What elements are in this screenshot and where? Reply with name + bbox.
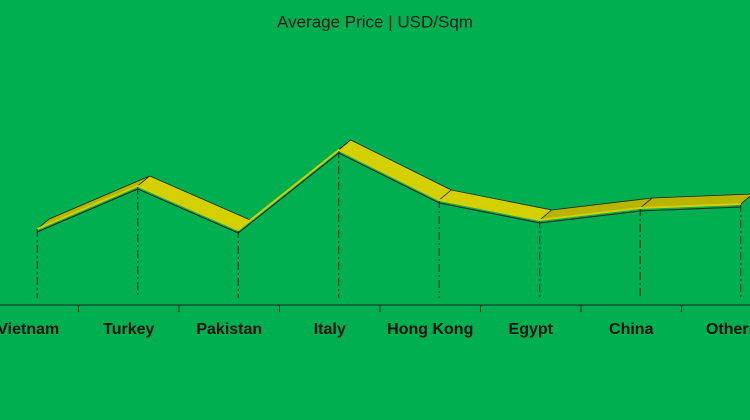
ribbon-edge <box>37 152 741 234</box>
line <box>36 148 741 232</box>
x-tick-label: Vietnam <box>0 321 59 338</box>
chart-title: Average Price | USD/Sqm <box>277 12 473 31</box>
x-tick-label: Egypt <box>509 321 554 338</box>
x-tick-label: China <box>609 321 654 338</box>
x-tick-label: Others <box>706 321 750 338</box>
x-tick-label: Pakistan <box>196 321 262 338</box>
x-tick-label: Hong Kong <box>387 321 473 338</box>
x-tick-label: Italy <box>314 321 346 338</box>
x-tick-label: Turkey <box>103 321 154 338</box>
